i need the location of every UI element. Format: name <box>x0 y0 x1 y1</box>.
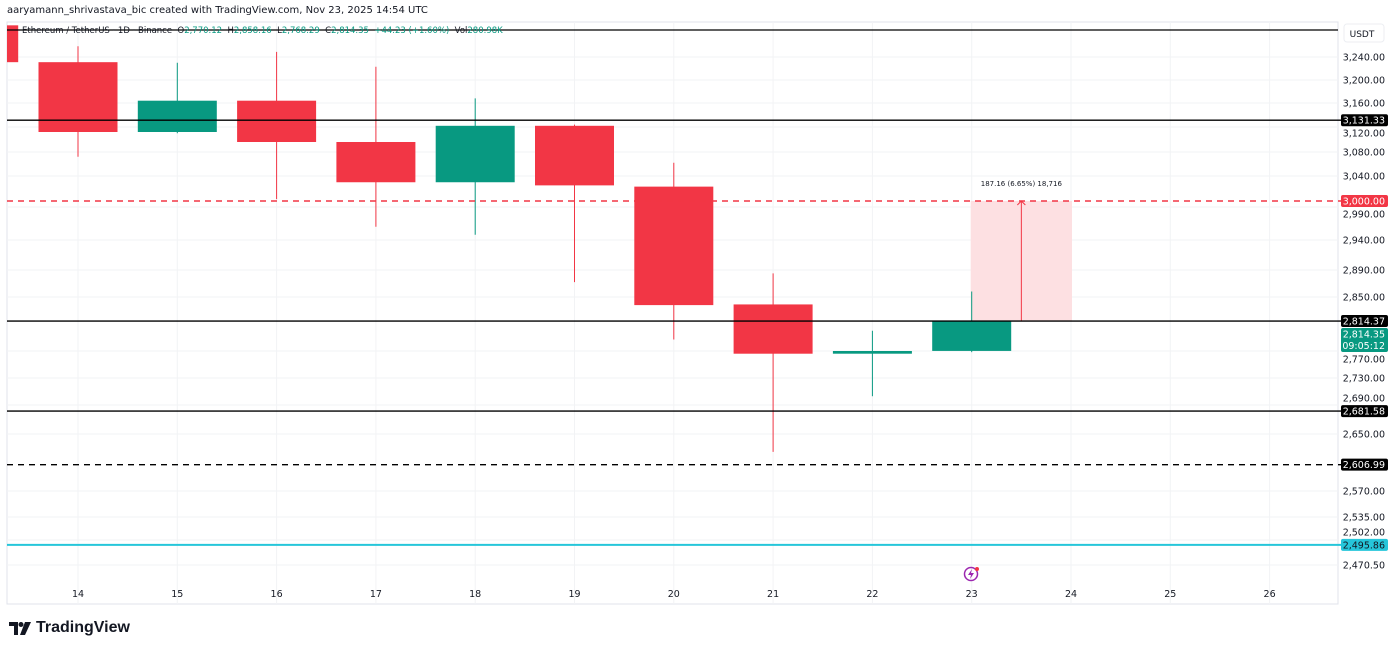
y-tick-label: 3,080.00 <box>1343 148 1385 159</box>
y-tick-label: 3,200.00 <box>1343 76 1385 87</box>
candle[interactable] <box>0 0 19 63</box>
last-price-tag <box>1341 328 1388 353</box>
candle-body <box>535 125 614 186</box>
x-tick-label: 18 <box>469 589 481 600</box>
y-tick-label: 3,120.00 <box>1343 129 1385 140</box>
price-line-tag <box>1341 538 1388 551</box>
high-label: H <box>227 26 234 36</box>
y-tick-label: 2,470.50 <box>1343 561 1385 572</box>
candle[interactable] <box>237 51 317 200</box>
candle[interactable] <box>932 291 1012 353</box>
x-tick-label: 20 <box>668 589 680 600</box>
price-line-tag <box>1341 315 1388 328</box>
change-value: +44.23 (+1.60%) <box>374 26 450 36</box>
y-tick-label: 2,650.00 <box>1343 430 1385 441</box>
open-label: O <box>177 26 185 36</box>
close-label: C <box>325 26 332 36</box>
y-tick-label: 2,990.00 <box>1343 210 1385 221</box>
measure-label: 187.16 (6.65%) 18,716 <box>981 180 1063 188</box>
candle-body <box>237 100 317 142</box>
lightning-event-icon[interactable] <box>963 566 980 582</box>
currency-button[interactable] <box>1343 23 1385 43</box>
currency-label: USDT <box>1350 30 1375 40</box>
price-line-tag-label: 2,606.99 <box>1343 460 1385 471</box>
tradingview-logo[interactable]: TradingView <box>9 619 130 637</box>
price-line-tag-label: 3,131.33 <box>1343 116 1385 127</box>
volume-value: 280.98K <box>467 26 503 36</box>
close-value: 2,814.35 <box>331 26 369 36</box>
high-value: 2,858.16 <box>233 26 272 36</box>
y-tick-label: 2,730.00 <box>1343 374 1385 385</box>
price-line-tag <box>1341 405 1388 418</box>
x-tick-label: 24 <box>1065 589 1077 600</box>
candle[interactable] <box>535 124 614 283</box>
candle-body <box>932 321 1012 351</box>
x-tick-label: 25 <box>1164 589 1176 600</box>
price-line-tag-label: 3,000.00 <box>1343 197 1385 208</box>
last-price-label: 2,814.35 <box>1343 330 1385 341</box>
candle[interactable] <box>634 162 714 340</box>
candle-body <box>634 186 714 306</box>
y-tick-label: 2,940.00 <box>1343 236 1385 247</box>
y-tick-label: 2,850.00 <box>1343 293 1385 304</box>
candle-body <box>336 142 416 183</box>
x-tick-label: 23 <box>966 589 978 600</box>
chart-credit: aaryamann_shrivastava_bic created with T… <box>7 5 428 16</box>
y-tick-label: 2,570.00 <box>1343 487 1385 498</box>
countdown-label: 09:05:12 <box>1342 341 1385 352</box>
plot-area[interactable] <box>6 21 1339 605</box>
price-line-tag <box>1341 458 1388 471</box>
price-line-tag-label: 2,814.37 <box>1343 317 1385 328</box>
y-tick-label: 3,240.00 <box>1343 53 1385 64</box>
tradingview-logo-icon <box>9 621 31 635</box>
x-tick-label: 17 <box>370 589 382 600</box>
price-line-tag-label: 2,681.58 <box>1343 407 1385 418</box>
x-tick-label: 15 <box>171 589 183 600</box>
candle[interactable] <box>137 62 217 134</box>
y-tick-label: 3,040.00 <box>1343 172 1385 183</box>
x-tick-label: 19 <box>568 589 580 600</box>
candle[interactable] <box>336 66 416 227</box>
candle-body <box>137 100 217 132</box>
volume-label: Vol <box>454 26 468 36</box>
y-tick-label: 2,690.00 <box>1343 394 1385 405</box>
open-value: 2,770.12 <box>184 26 223 36</box>
y-tick-label: 2,535.00 <box>1343 513 1385 524</box>
low-label: L <box>277 26 282 36</box>
price-line-tag <box>1341 195 1388 207</box>
symbol-legend: Ethereum / TetherUS · 1D · Binance O2,77… <box>22 26 503 36</box>
x-tick-label: 21 <box>767 589 779 600</box>
x-tick-label: 14 <box>72 589 84 600</box>
price-line-tag <box>1341 114 1388 127</box>
y-tick-label: 2,502.00 <box>1343 527 1385 538</box>
x-tick-label: 16 <box>271 589 283 600</box>
candle-body <box>832 351 912 354</box>
y-tick-label: 2,890.00 <box>1343 266 1385 277</box>
y-tick-label: 2,770.00 <box>1343 355 1385 366</box>
x-tick-label: 22 <box>866 589 878 600</box>
candle-body <box>733 304 813 354</box>
price-line-tag-label: 2,495.86 <box>1343 540 1385 551</box>
tradingview-logo-text: TradingView <box>36 619 130 636</box>
candle-body <box>38 62 118 132</box>
symbol-name[interactable]: Ethereum / TetherUS · 1D · Binance <box>22 26 173 36</box>
candle-body <box>7 25 19 63</box>
low-value: 2,768.29 <box>281 26 320 36</box>
candle[interactable] <box>832 330 912 397</box>
y-tick-label: 3,160.00 <box>1343 99 1385 110</box>
candle[interactable] <box>435 98 515 235</box>
candle-body <box>435 125 515 183</box>
candle[interactable] <box>733 273 813 452</box>
x-tick-label: 26 <box>1264 589 1276 600</box>
